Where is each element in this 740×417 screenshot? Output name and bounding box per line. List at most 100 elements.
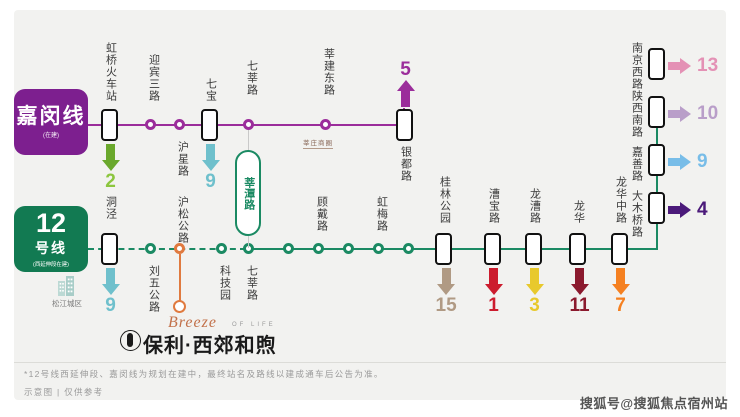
station-longhua-middle-rd[interactable] xyxy=(611,233,628,265)
schematic-note: 示意图 | 仅供参考 xyxy=(24,387,104,397)
station-label-caobao-rd: 漕宝路 xyxy=(487,188,500,224)
station-gudai-rd[interactable] xyxy=(313,243,324,254)
transfer-arrow-line2[interactable]: 2 xyxy=(101,144,120,192)
mall-tag-xinzhuang: 莘庄商圈 xyxy=(303,137,333,149)
station-caobao-rd[interactable] xyxy=(484,233,501,265)
station-label-damuqiao-rd: 大木桥路 xyxy=(630,190,643,238)
station-qibao[interactable] xyxy=(201,109,218,141)
station-label-longhua-middle-rd: 龙华中路 xyxy=(614,176,627,224)
station-label-longcao-rd: 龙漕路 xyxy=(528,188,541,224)
transfer-arrow-line13[interactable]: 13 xyxy=(668,56,718,75)
poly-logo-icon xyxy=(120,330,141,351)
transfer-num-2: 2 xyxy=(105,171,116,192)
station-label-longhua: 龙华 xyxy=(572,200,585,224)
station-label-shaanxi-south-rd: 陕西南路 xyxy=(630,90,643,138)
station-unnamed-3[interactable] xyxy=(403,243,414,254)
station-label-huxing-rd: 沪星路 xyxy=(176,141,189,177)
station-longcao-rd[interactable] xyxy=(525,233,542,265)
station-liuwu-rd[interactable] xyxy=(145,243,156,254)
logo-project-name: 保利·西郊和煦 xyxy=(143,335,277,357)
transfer-num-7: 7 xyxy=(615,295,626,316)
transfer-arrow-line9-jiashan[interactable]: 9 xyxy=(668,152,708,171)
station-damuqiao-rd[interactable] xyxy=(648,192,665,224)
station-hongmei-rd[interactable] xyxy=(373,243,384,254)
station-keji-park[interactable] xyxy=(216,243,227,254)
station-label-yindu-rd: 银都路 xyxy=(399,146,412,182)
station-label-keji-park: 科技园 xyxy=(218,265,231,301)
line12-badge[interactable]: 12 号线 (西延伸段在建) xyxy=(14,206,88,272)
line12-track-dashed xyxy=(88,248,246,250)
station-label-jiashan-rd: 嘉善路 xyxy=(630,146,643,182)
transfer-arrow-line5[interactable]: 5 xyxy=(396,59,415,107)
station-label-hongqiao-railway: 虹桥火车站 xyxy=(104,42,117,102)
transfer-arrow-line4[interactable]: 4 xyxy=(668,200,708,219)
jiamin-badge-name: 嘉闵线 xyxy=(16,104,86,128)
footer-divider xyxy=(14,362,726,363)
transfer-arrow-line7[interactable]: 7 xyxy=(611,268,630,316)
station-dongjing[interactable] xyxy=(101,233,118,265)
station-yingbin-3rd-rd[interactable] xyxy=(145,119,156,130)
station-label-guilin-park: 桂林公园 xyxy=(438,176,451,224)
station-label-dongjing: 洞泾 xyxy=(104,196,117,220)
transfer-arrow-line11[interactable]: 11 xyxy=(570,268,590,315)
station-jiashan-rd[interactable] xyxy=(648,144,665,176)
transfer-arrow-line3[interactable]: 3 xyxy=(525,268,544,316)
station-nanjing-west-rd[interactable] xyxy=(648,48,665,80)
transfer-arrow-line10[interactable]: 10 xyxy=(668,104,718,123)
disclaimer-text: *12号线西延伸段、嘉闵线为规划在建中，最终站名及路线以建成通车后公告为准。 xyxy=(24,369,384,379)
transfer-num-9-qibao: 9 xyxy=(205,171,216,192)
station-shaanxi-south-rd[interactable] xyxy=(648,96,665,128)
station-unnamed-2[interactable] xyxy=(343,243,354,254)
station-yindu-rd[interactable] xyxy=(396,109,413,141)
station-huxing-rd[interactable] xyxy=(174,119,185,130)
station-hongqiao-railway[interactable] xyxy=(101,109,118,141)
station-label-xinjian-east-rd: 莘建东路 xyxy=(322,48,335,96)
building-icon xyxy=(58,276,74,296)
project-capsule-label: 莘潭路 xyxy=(242,176,255,210)
logo-of-life-text: OF LIFE xyxy=(232,322,276,328)
city-tag-songjiang: 松江城区 xyxy=(52,299,82,308)
station-qixin-rd-purple[interactable] xyxy=(243,119,254,130)
station-label-husong-rd: 沪松公路 xyxy=(176,196,189,244)
transfer-arrow-line9-dongjing[interactable]: 9 xyxy=(101,268,120,316)
line12-track-solid xyxy=(246,248,658,250)
transfer-num-9-jiashan: 9 xyxy=(697,151,708,172)
station-xinjian-east-rd[interactable] xyxy=(320,119,331,130)
transfer-num-11: 11 xyxy=(569,295,590,316)
jiamin-badge-sub: (在建) xyxy=(43,133,59,140)
station-label-qibao: 七宝 xyxy=(204,78,217,102)
transfer-num-15: 15 xyxy=(435,295,457,316)
line12-badge-sub: (西延伸段在建) xyxy=(33,262,69,268)
orange-branch-terminus[interactable] xyxy=(173,300,186,313)
line12-track-vertical xyxy=(656,104,658,250)
project-logo: Breeze OF LIFE 保利·西郊和煦 xyxy=(120,314,310,357)
station-label-hongmei-rd: 虹梅路 xyxy=(375,196,388,232)
station-label-gudai-rd: 顾戴路 xyxy=(315,196,328,232)
station-guilin-park[interactable] xyxy=(435,233,452,265)
project-location-capsule[interactable]: 莘潭路 xyxy=(235,150,261,236)
station-label-nanjing-west-rd: 南京西路 xyxy=(630,42,643,90)
transfer-arrow-line1[interactable]: 1 xyxy=(484,268,503,316)
station-label-liuwu-rd: 刘五公路 xyxy=(147,265,160,313)
watermark-text: 搜狐号@搜狐焦点宿州站 xyxy=(579,396,728,411)
station-unnamed-1[interactable] xyxy=(283,243,294,254)
station-label-qixin-rd-purple: 七莘路 xyxy=(245,60,258,96)
station-label-yingbin-3rd-rd: 迎宾三路 xyxy=(147,54,160,102)
transfer-num-5: 5 xyxy=(400,59,411,80)
transfer-num-1: 1 xyxy=(488,295,499,316)
jiamin-line-badge[interactable]: 嘉闵线 (在建) xyxy=(14,89,88,155)
transfer-num-4: 4 xyxy=(697,199,708,220)
station-longhua[interactable] xyxy=(569,233,586,265)
transfer-num-10: 10 xyxy=(697,103,719,124)
station-husong-rd[interactable] xyxy=(174,243,185,254)
line12-badge-number: 12 xyxy=(35,208,67,238)
line12-badge-name: 号线 xyxy=(35,240,67,256)
transfer-num-9-dongjing: 9 xyxy=(105,295,116,316)
transfer-arrow-line15[interactable]: 15 xyxy=(436,268,457,315)
transfer-num-13: 13 xyxy=(697,55,719,76)
logo-script-text: Breeze xyxy=(168,314,217,331)
transfer-arrow-line9-qibao[interactable]: 9 xyxy=(201,144,220,192)
transfer-num-3: 3 xyxy=(529,295,540,316)
project-connector-lower xyxy=(248,236,249,248)
